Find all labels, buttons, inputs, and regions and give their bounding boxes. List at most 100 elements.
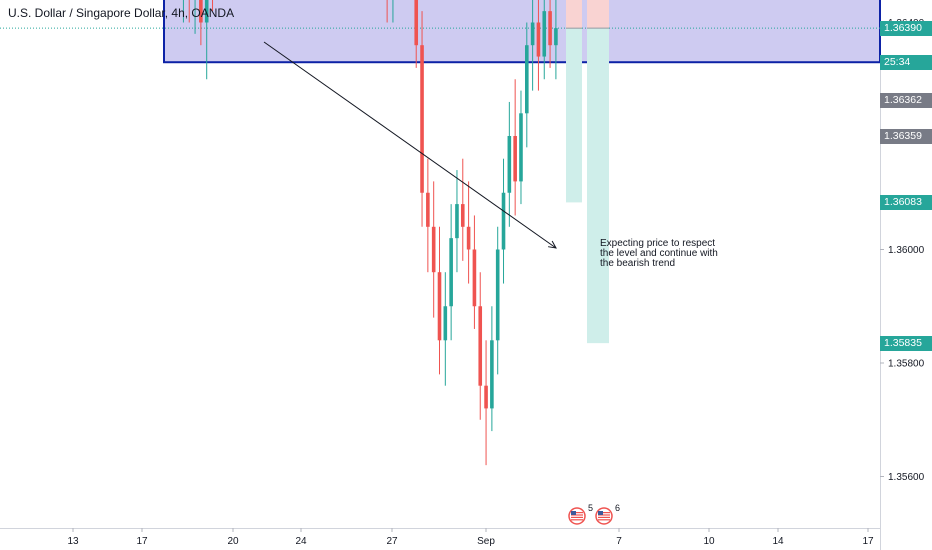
time-tick-label: Sep [477, 536, 495, 547]
short-position-target-zone [587, 28, 609, 344]
price-tick-label: 1.35600 [888, 472, 925, 483]
candle [548, 0, 552, 68]
candle-body [548, 11, 552, 46]
candle [472, 215, 477, 329]
candle [443, 272, 448, 386]
candle [513, 79, 517, 216]
candle-body [466, 226, 471, 250]
candle [536, 0, 541, 91]
us-flag-icon [595, 507, 613, 525]
candle-body [495, 249, 500, 341]
candle-body [199, 0, 203, 23]
flag-stripe [571, 514, 583, 516]
candle-body [484, 385, 488, 409]
time-tick-label: 27 [386, 536, 398, 547]
candle [449, 204, 453, 341]
candle [542, 0, 547, 80]
price-tag: 1.36359 [880, 128, 932, 144]
candle-body [507, 136, 512, 193]
price-tag: 1.36083 [880, 194, 932, 210]
time-tick-label: 17 [862, 536, 874, 547]
candle [437, 226, 442, 375]
candle-body [472, 249, 477, 307]
annotation-line-1: Expecting price to respect [600, 238, 716, 249]
candle [484, 340, 488, 466]
candle [478, 272, 483, 420]
flag-stripe [598, 516, 610, 518]
candle-body [542, 11, 547, 57]
price-tag: 1.36390 [880, 20, 932, 36]
flag-stripe [571, 512, 583, 514]
event-marker-ring [595, 507, 613, 525]
candle-body [431, 226, 436, 273]
candle-body [414, 0, 419, 46]
time-tick-label: 20 [227, 536, 239, 547]
candle [431, 181, 436, 318]
candle [199, 0, 203, 46]
short-position-stop-zone [587, 0, 609, 29]
candle-body [554, 28, 558, 46]
us-flag-icon [568, 507, 586, 525]
time-tick-label: 7 [616, 536, 622, 547]
candle [414, 0, 419, 68]
flag-stripe [571, 519, 583, 521]
trade-annotation: Expecting price to respect the level and… [600, 239, 750, 269]
flag-stripe [598, 512, 610, 514]
trend-arrow-head [548, 240, 557, 249]
time-tick-label: 14 [772, 536, 784, 547]
trend-arrow-line [263, 41, 557, 249]
candle-body [443, 306, 448, 341]
price-tag: 1.35835 [880, 335, 932, 351]
candle [519, 90, 523, 205]
symbol-title: U.S. Dollar / Singapore Dollar, 4h, OAND… [8, 6, 235, 20]
time-tick-label: 13 [67, 536, 79, 547]
candle [507, 101, 512, 227]
candle-body [478, 306, 483, 386]
candle-body [519, 113, 523, 182]
flag-canton [598, 511, 603, 515]
candle-body [455, 204, 459, 239]
candle-body [490, 340, 494, 409]
candle [386, 0, 388, 23]
candle-body [501, 192, 506, 250]
candle-body [449, 238, 453, 307]
candle [466, 181, 471, 284]
candle [490, 306, 494, 432]
flag-stripe [598, 519, 610, 521]
short-position-target-zone [566, 28, 582, 203]
price-tag: 25:34 [880, 54, 932, 70]
candle-body [437, 272, 442, 341]
candle-body [525, 45, 529, 114]
candle-body [536, 22, 541, 57]
candle [188, 0, 190, 23]
candle [426, 158, 430, 273]
event-marker-ring [568, 507, 586, 525]
annotation-line-2: the level and continue with [600, 248, 718, 259]
candle-body [460, 204, 465, 227]
price-tag: 1.36362 [880, 93, 932, 109]
candle [420, 11, 424, 227]
candle [460, 158, 465, 261]
short-position-stop-zone [566, 0, 582, 29]
time-tick-label: 10 [703, 536, 715, 547]
candle [501, 158, 506, 284]
candle [455, 170, 459, 273]
key-level-zone [163, 0, 881, 64]
flag-canton [571, 511, 576, 515]
price-tick-label: 1.36000 [888, 245, 925, 256]
candle-body [513, 136, 517, 182]
candle [525, 22, 529, 148]
flag-stripe [598, 514, 610, 516]
annotation-line-3: the bearish trend [600, 258, 676, 269]
candle [554, 0, 558, 80]
flag-stripe [571, 516, 583, 518]
candle [530, 0, 535, 91]
event-count: 5 [588, 503, 593, 513]
candle-body [420, 45, 424, 193]
candle [194, 0, 196, 34]
price-tick-label: 1.35800 [888, 359, 925, 370]
event-count: 6 [615, 503, 620, 513]
candle-body [204, 0, 209, 23]
candle-body [426, 192, 430, 227]
